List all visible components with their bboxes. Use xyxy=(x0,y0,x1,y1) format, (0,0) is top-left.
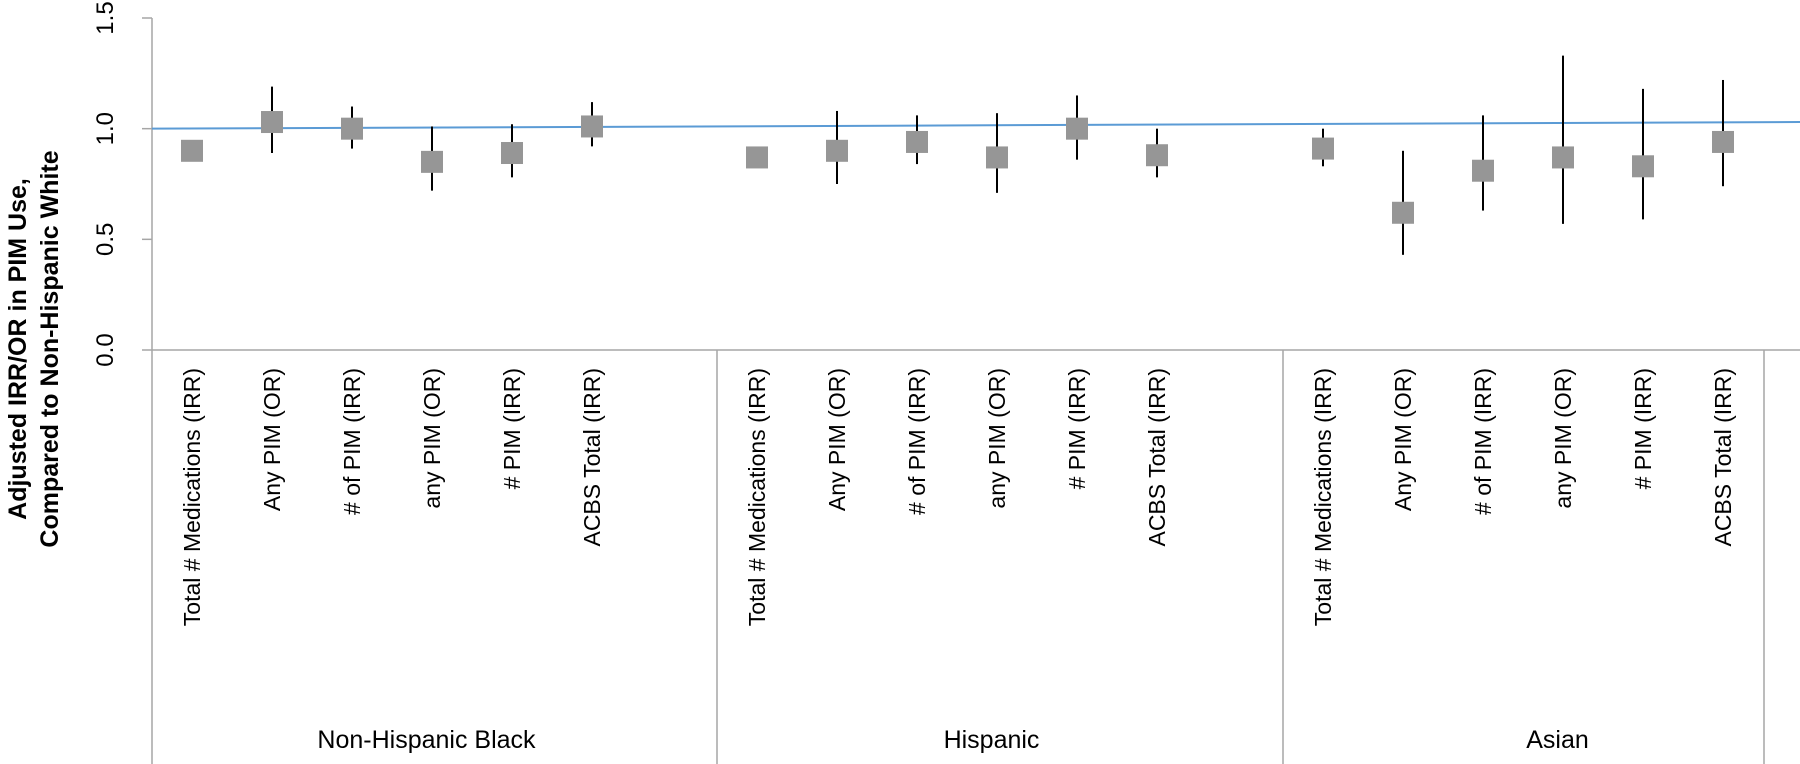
category-label-0-2: # of PIM (IRR) xyxy=(339,368,365,515)
point-marker-0-2 xyxy=(341,117,363,140)
reference-line-group xyxy=(151,121,1800,130)
category-label-0-0: Total # Medications (IRR) xyxy=(179,368,205,626)
point-marker-0-0 xyxy=(181,139,203,162)
category-label-2-4: # PIM (IRR) xyxy=(1630,368,1656,489)
category-label-2-2: # of PIM (IRR) xyxy=(1470,368,1496,515)
point-marker-1-0 xyxy=(746,146,768,169)
category-label-1-0: Total # Medications (IRR) xyxy=(744,368,770,626)
category-label-1-1: Any PIM (OR) xyxy=(824,368,850,511)
point-marker-2-2 xyxy=(1472,159,1494,182)
y-axis-title-line-2: Compared to Non-Hispanic White xyxy=(36,150,64,547)
point-markers xyxy=(181,111,1734,224)
y-axis-title-line-1: Adjusted IRR/OR in PIM Use, xyxy=(4,178,32,520)
point-marker-1-5 xyxy=(1146,144,1168,167)
y-ticks: 0.0 0.5 1.0 1.5 xyxy=(92,1,152,367)
point-marker-1-4 xyxy=(1066,117,1088,140)
y-tick-label-3: 1.5 xyxy=(92,1,119,34)
point-marker-2-4 xyxy=(1632,155,1654,178)
y-tick-label-0: 0.0 xyxy=(92,333,119,366)
reference-line xyxy=(151,121,1800,130)
category-label-2-0: Total # Medications (IRR) xyxy=(1310,368,1336,626)
y-axis-title: Adjusted IRR/OR in PIM Use, Compared to … xyxy=(4,150,64,547)
point-marker-1-2 xyxy=(906,130,928,153)
category-label-0-4: # PIM (IRR) xyxy=(499,368,525,489)
x-axis-labels: Total # Medications (IRR) Any PIM (OR) # o… xyxy=(179,368,1736,754)
point-marker-0-3 xyxy=(421,150,443,173)
point-marker-1-3 xyxy=(986,146,1008,169)
category-label-2-1: Any PIM (OR) xyxy=(1390,368,1416,511)
group-label-1: Hispanic xyxy=(944,726,1040,754)
point-marker-2-3 xyxy=(1552,146,1574,169)
category-label-1-3: any PIM (OR) xyxy=(984,368,1010,509)
y-tick-label-1: 0.5 xyxy=(92,223,119,256)
category-label-1-4: # PIM (IRR) xyxy=(1064,368,1090,489)
group-label-0: Non-Hispanic Black xyxy=(317,726,536,754)
category-label-2-5: ACBS Total (IRR) xyxy=(1710,368,1736,547)
point-marker-2-0 xyxy=(1312,137,1334,160)
category-label-0-1: Any PIM (OR) xyxy=(259,368,285,511)
axes xyxy=(151,18,1800,764)
point-marker-0-5 xyxy=(581,115,603,138)
category-label-0-3: any PIM (OR) xyxy=(419,368,445,509)
point-marker-2-1 xyxy=(1392,201,1414,224)
category-label-1-2: # of PIM (IRR) xyxy=(904,368,930,515)
category-label-1-5: ACBS Total (IRR) xyxy=(1144,368,1170,547)
category-label-0-5: ACBS Total (IRR) xyxy=(579,368,605,547)
y-tick-label-2: 1.0 xyxy=(92,112,119,145)
point-marker-1-1 xyxy=(826,139,848,162)
point-marker-2-5 xyxy=(1712,130,1734,153)
point-marker-0-1 xyxy=(261,111,283,134)
point-marker-0-4 xyxy=(501,142,523,165)
group-label-2: Asian xyxy=(1526,726,1589,754)
category-label-2-3: any PIM (OR) xyxy=(1550,368,1576,509)
